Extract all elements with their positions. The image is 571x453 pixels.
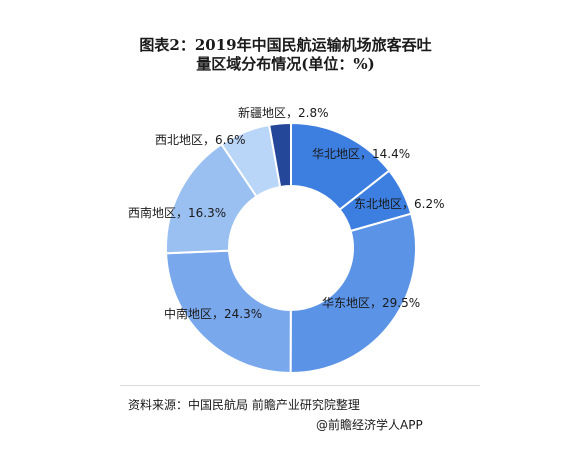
chart-title-line-2: 量区域分布情况(单位：%)	[196, 55, 375, 73]
slice-label-3: 华东地区，29.5%	[322, 296, 420, 310]
slice-labels: 华北地区，14.4% 东北地区，6.2% 华东地区，29.5% 中南地区，24.3% 西…	[128, 105, 445, 321]
chart-title: 图表2：2019年中国民航运输机场旅客吞吐 量区域分布情况(单位：%)	[0, 36, 571, 74]
footer-divider	[120, 385, 480, 386]
slice-label-6: 西北地区，6.6%	[155, 133, 246, 147]
slice-4	[165, 249, 292, 375]
donut-slices	[165, 121, 417, 375]
slice-label-4: 中南地区，24.3%	[164, 306, 262, 321]
slice-label-7: 新疆地区，2.8%	[238, 105, 329, 120]
source-note: 资料来源：中国民航局 前瞻产业研究院整理	[128, 398, 360, 412]
slice-label-2: 东北地区，6.2%	[354, 197, 445, 211]
credit-note: @前瞻经济学人APP	[316, 418, 423, 432]
slice-label-1: 华北地区，14.4%	[312, 147, 410, 161]
slice-3	[289, 212, 417, 374]
slice-label-5: 西南地区，16.3%	[128, 205, 226, 220]
chart-title-line-1: 图表2：2019年中国民航运输机场旅客吞吐	[139, 36, 432, 54]
slice-7	[267, 121, 292, 189]
